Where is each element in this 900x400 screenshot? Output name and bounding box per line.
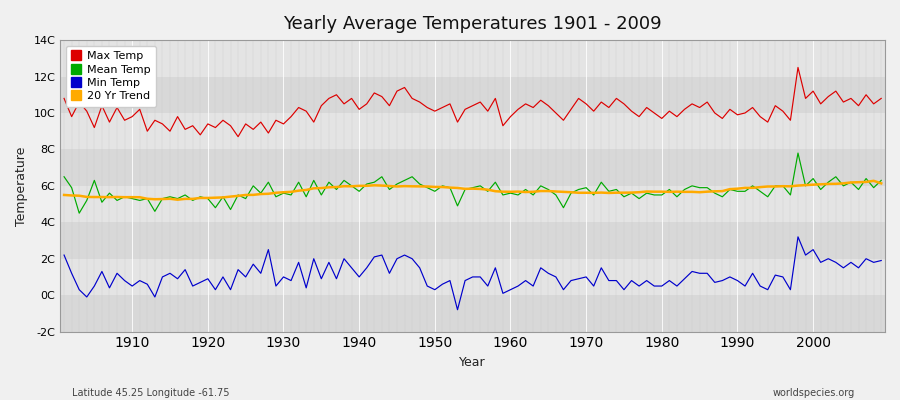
Bar xyxy=(60,222,885,259)
Bar xyxy=(60,40,885,76)
X-axis label: Year: Year xyxy=(459,356,486,369)
Bar xyxy=(60,113,885,150)
Bar xyxy=(60,150,885,186)
Text: Latitude 45.25 Longitude -61.75: Latitude 45.25 Longitude -61.75 xyxy=(72,388,230,398)
Bar xyxy=(60,186,885,222)
Y-axis label: Temperature: Temperature xyxy=(15,146,28,226)
Bar xyxy=(60,259,885,295)
Title: Yearly Average Temperatures 1901 - 2009: Yearly Average Temperatures 1901 - 2009 xyxy=(284,15,662,33)
Text: worldspecies.org: worldspecies.org xyxy=(773,388,855,398)
Bar xyxy=(60,76,885,113)
Legend: Max Temp, Mean Temp, Min Temp, 20 Yr Trend: Max Temp, Mean Temp, Min Temp, 20 Yr Tre… xyxy=(66,46,156,107)
Bar xyxy=(60,295,885,332)
